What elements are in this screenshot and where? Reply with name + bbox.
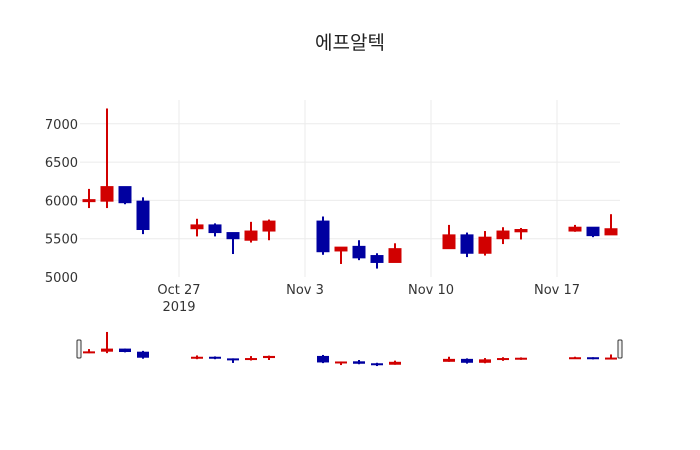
slider-candle [371,362,383,367]
range-slider-right-handle[interactable] [617,339,623,359]
slider-candle [587,357,599,360]
slider-candle [119,348,131,353]
candle[interactable] [262,219,276,241]
x-tick-label: Nov 17 [534,283,580,298]
slider-candle [83,349,95,354]
slider-candle [605,354,617,360]
candle[interactable] [514,227,528,240]
candle[interactable] [496,227,510,245]
x-tick-label: Oct 27 [157,283,200,298]
candle[interactable] [136,197,150,235]
slider-candle [101,331,113,354]
candle[interactable] [460,232,474,258]
slider-candle [515,357,527,360]
candle[interactable] [586,226,600,238]
gridlines [80,100,620,277]
slider-candle [569,356,581,360]
candle[interactable] [82,188,96,209]
slider-candle [317,354,329,364]
y-tick-label: 7000 [45,118,78,133]
candle[interactable] [244,221,258,243]
candle[interactable] [604,214,618,236]
y-tick-label: 5000 [45,271,78,286]
slider-candle [497,357,509,361]
slider-candle [263,355,275,361]
candle[interactable] [208,223,222,237]
candle[interactable] [316,216,330,255]
y-tick-label: 6000 [45,194,78,209]
x-tick-label: Nov 10 [408,283,454,298]
slider-candle [461,358,473,364]
x-tick-label: Nov 3 [286,283,324,298]
range-slider-left-handle[interactable] [76,339,82,359]
candle[interactable] [352,240,366,261]
slider-candle [245,356,257,361]
chart-title: 에프알텍 [315,32,385,54]
candle[interactable] [370,253,384,269]
y-tick-label: 6500 [45,156,78,171]
x-axis: Oct 27 2019 Nov 3 Nov 10 Nov 17 [157,283,580,315]
candle[interactable] [478,231,492,256]
candle[interactable] [100,108,114,209]
candle[interactable] [118,186,132,205]
slider-candle [191,355,203,360]
candle[interactable] [226,232,240,255]
x-tick-year: 2019 [162,300,195,315]
candle[interactable] [190,218,204,237]
y-axis: 5000 5500 6000 6500 7000 [45,118,78,286]
candles [82,108,618,269]
candle[interactable] [442,224,456,250]
slider-candle [137,350,149,359]
range-slider[interactable] [76,331,623,367]
slider-candle [443,356,455,362]
candle[interactable] [388,243,402,263]
slider-candle [389,360,401,365]
slider-candle [335,361,347,366]
candle[interactable] [334,246,348,264]
slider-candle [227,358,239,363]
slider-candle [209,356,221,360]
slider-candle [479,358,491,364]
candle[interactable] [568,224,582,232]
y-tick-label: 5500 [45,233,78,248]
slider-candle [353,360,365,365]
